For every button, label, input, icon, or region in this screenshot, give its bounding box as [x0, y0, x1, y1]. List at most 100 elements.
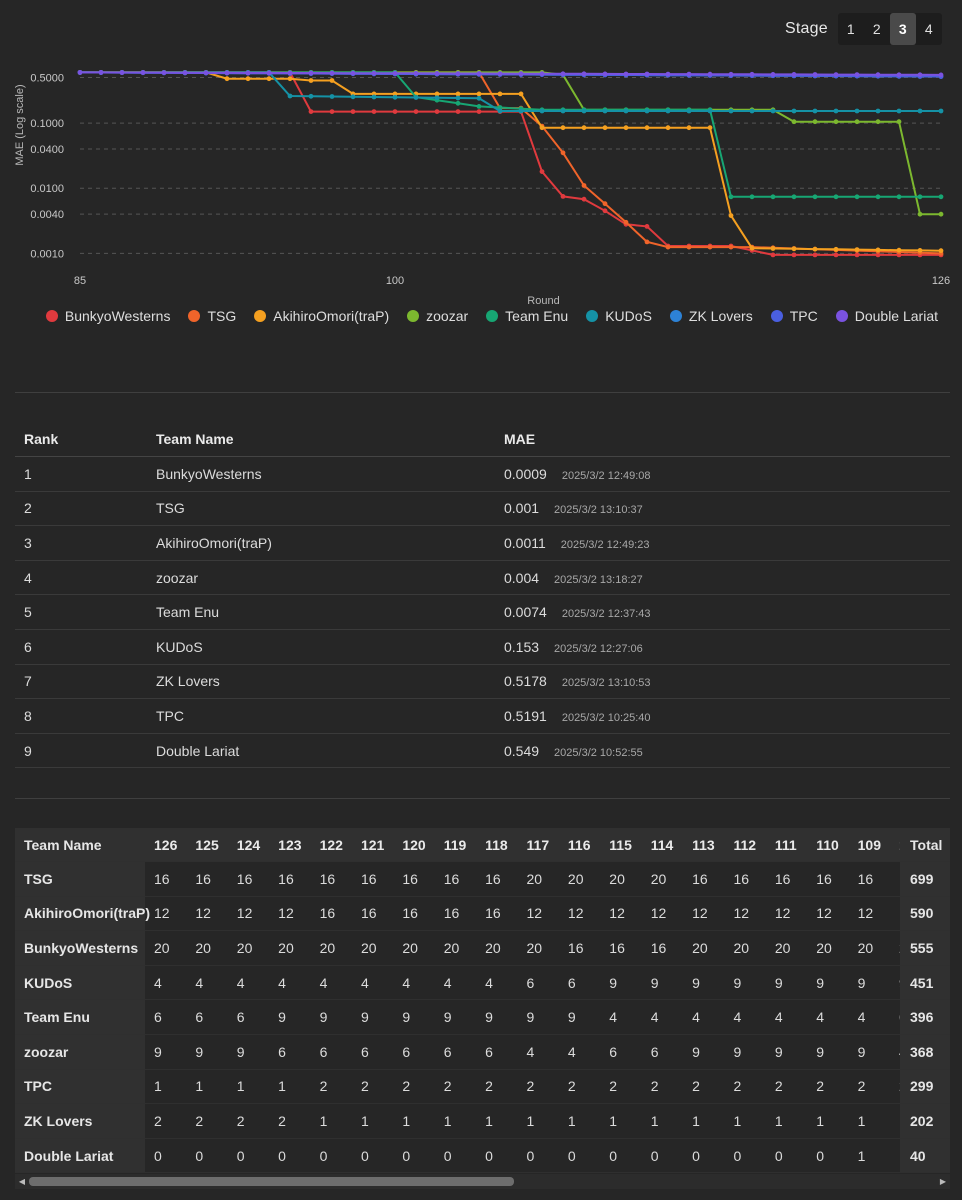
points-cell: 20	[692, 939, 708, 956]
points-cell: 0	[360, 1147, 369, 1164]
data-point-double-lariat	[308, 70, 314, 76]
rank-cell: 5	[24, 604, 32, 621]
data-point-team-enu	[938, 194, 944, 200]
data-point-kudos	[413, 95, 419, 100]
points-cell: 20	[360, 939, 377, 956]
data-point-akihiroomori-trap	[854, 247, 860, 253]
ranking-row: 1 BunkyoWesterns 0.0009 2025/3/2 12:49:08	[15, 457, 950, 492]
horizontal-scrollbar[interactable]: ◀ ▶	[15, 1174, 950, 1189]
y-tick-label: 0.0400	[30, 144, 64, 156]
points-cell: 6	[650, 1043, 659, 1060]
points-cell: 1	[774, 1112, 783, 1129]
mae-cell: 0.5191 2025/3/2 10:25:40	[495, 708, 950, 724]
points-row: TPC1111222222222222222299	[15, 1069, 950, 1105]
data-point-akihiroomori-trap	[266, 76, 272, 82]
data-point-kudos	[896, 108, 902, 114]
total-cell: 396	[900, 1000, 950, 1034]
data-point-double-lariat	[434, 71, 440, 76]
legend-item[interactable]: ZK Lovers	[669, 308, 753, 324]
legend-item[interactable]: TSG	[188, 308, 236, 324]
round-header: 109	[857, 836, 881, 853]
data-point-double-lariat	[455, 71, 461, 76]
mae-value: 0.0074	[504, 604, 547, 621]
points-cell: 1	[360, 1112, 369, 1129]
series-line-akihiroomori-trap	[80, 71, 942, 252]
points-cell: 9	[402, 1009, 411, 1026]
points-cell: 20	[154, 939, 170, 956]
points-cell: 2	[195, 1112, 204, 1129]
points-cell: 1	[609, 1112, 618, 1129]
data-point-kudos	[371, 94, 377, 100]
data-point-bunkyowesterns	[854, 252, 860, 258]
x-tick-label: 85	[74, 275, 86, 287]
data-point-double-lariat	[203, 70, 209, 76]
legend-item[interactable]: KUDoS	[586, 308, 652, 324]
legend-item[interactable]: BunkyoWesterns	[45, 308, 170, 324]
legend-item[interactable]: AkihiroOmori(traP)	[254, 308, 389, 324]
mae-line-chart: 0.5000 0.1000 0.0400 0.0100 0.0040 0.0010 85 10…	[14, 70, 950, 307]
team-name-cell: ZK Lovers	[15, 1104, 145, 1138]
legend-item[interactable]: zoozar	[407, 308, 468, 324]
points-cell: 9	[278, 1009, 286, 1026]
points-cell: 12	[816, 905, 832, 922]
legend-item[interactable]: Double Lariat	[835, 308, 938, 324]
data-point-kudos	[707, 108, 713, 114]
points-cell: 16	[278, 870, 294, 887]
points-cell: 9	[816, 1043, 825, 1060]
points-cell: 12	[236, 905, 253, 922]
scrollbar-thumb[interactable]	[29, 1177, 514, 1186]
points-cell: 9	[443, 1009, 452, 1026]
data-point-kudos	[581, 108, 587, 114]
points-cell: 2	[319, 1078, 328, 1095]
data-point-zoozar	[875, 119, 881, 125]
ranking-body: 1 BunkyoWesterns 0.0009 2025/3/2 12:49:08 2 T…	[15, 457, 950, 769]
points-cell: 2	[774, 1078, 783, 1095]
data-point-kudos	[623, 108, 629, 114]
data-point-bunkyowesterns	[413, 109, 419, 114]
data-point-double-lariat	[665, 71, 671, 77]
data-point-akihiroomori-trap	[644, 125, 650, 131]
points-cell: 0	[485, 1147, 493, 1164]
points-cell: 20	[443, 939, 460, 956]
points-cell: 9	[236, 1043, 245, 1060]
ranking-row: 7 ZK Lovers 0.5178 2025/3/2 13:10:53	[15, 665, 950, 700]
stage-button-3[interactable]: 3	[889, 13, 916, 45]
points-cell: 2	[816, 1078, 825, 1095]
legend-item[interactable]: TPC	[770, 308, 818, 324]
points-cell: 16	[402, 905, 418, 922]
stage-button-2[interactable]: 2	[872, 21, 881, 37]
data-point-akihiroomori-trap	[728, 213, 734, 219]
points-cell: 4	[567, 1043, 576, 1060]
scroll-left-arrow-icon[interactable]: ◀	[18, 1177, 26, 1186]
data-point-kudos	[665, 108, 671, 114]
stage-button-4[interactable]: 4	[924, 21, 933, 37]
data-point-double-lariat	[497, 71, 503, 76]
ranking-row: 4 zoozar 0.004 2025/3/2 13:18:27	[15, 561, 950, 596]
data-point-double-lariat	[602, 71, 608, 77]
scroll-right-arrow-icon[interactable]: ▶	[939, 1177, 947, 1186]
points-cell: 4	[816, 1009, 825, 1026]
team-name-cell: KUDoS	[15, 965, 145, 1000]
data-point-double-lariat	[728, 71, 734, 77]
points-cell: 4	[236, 974, 245, 991]
round-header: 116	[567, 836, 591, 853]
points-row: KUDoS4444444446699999999451	[15, 965, 950, 1001]
data-point-kudos	[833, 108, 839, 114]
points-cell: 20	[526, 939, 543, 956]
stage-button-1[interactable]: 1	[846, 21, 855, 37]
points-cell: 4	[402, 974, 411, 991]
points-cell: 20	[319, 939, 336, 956]
mae-header: MAE	[504, 430, 536, 447]
data-point-zoozar	[791, 119, 797, 125]
data-point-double-lariat	[413, 70, 419, 76]
points-cell: 16	[195, 870, 211, 887]
data-point-bunkyowesterns	[833, 252, 839, 258]
points-cell: 4	[319, 974, 328, 991]
points-table[interactable]: Team Name 126 125 124 123 122 121 120 119 118 117 1…	[15, 828, 950, 1174]
points-cell: 0	[236, 1147, 245, 1164]
points-cell: 0	[567, 1147, 576, 1164]
legend-swatch	[835, 310, 848, 322]
data-point-kudos	[455, 95, 461, 101]
legend-item[interactable]: Team Enu	[486, 308, 568, 324]
points-cell: 12	[154, 905, 170, 922]
